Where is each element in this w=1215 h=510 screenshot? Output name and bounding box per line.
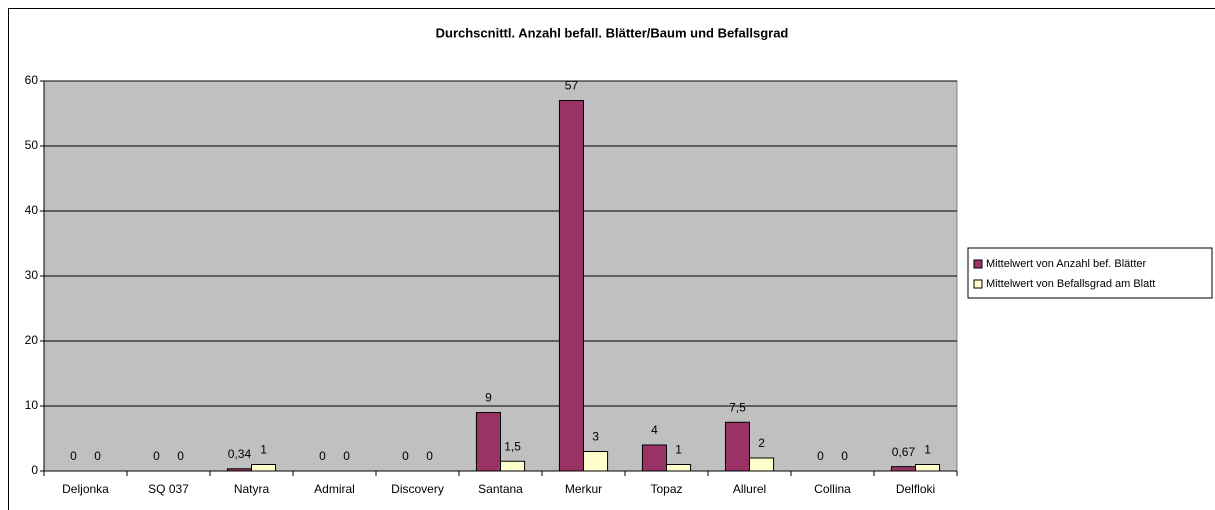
x-tick-label: Topaz [650, 482, 682, 496]
legend-label: Mittelwert von Befallsgrad am Blatt [986, 278, 1155, 290]
data-label: 0 [426, 449, 433, 463]
data-label: 7,5 [729, 400, 746, 414]
y-tick-label: 0 [31, 463, 38, 477]
bar [749, 457, 775, 472]
bar [500, 460, 526, 472]
data-label: 2 [758, 436, 765, 450]
x-tick-label: Discovery [391, 482, 444, 496]
data-label: 1,5 [504, 439, 521, 453]
data-label: 1 [260, 443, 267, 457]
bar [558, 100, 584, 472]
y-tick-label: 20 [25, 333, 39, 347]
data-label: 0 [177, 449, 184, 463]
y-tick-label: 40 [25, 203, 39, 217]
data-label: 4 [651, 423, 658, 437]
bar [251, 464, 277, 472]
bar [890, 466, 916, 472]
x-tick-label: Merkur [565, 482, 602, 496]
bar [915, 464, 941, 472]
data-label: 1 [675, 443, 682, 457]
y-tick-label: 50 [25, 138, 39, 152]
x-tick-label: Deljonka [62, 482, 109, 496]
data-label: 0,34 [228, 447, 252, 461]
legend-swatch [973, 259, 983, 269]
x-tick-label: SQ 037 [148, 482, 189, 496]
data-label: 9 [485, 391, 492, 405]
data-label: 57 [565, 79, 579, 93]
bar [641, 444, 667, 472]
bar [475, 412, 501, 472]
y-tick-label: 30 [25, 268, 39, 282]
x-tick-label: Admiral [314, 482, 355, 496]
x-tick-label: Delfloki [896, 482, 935, 496]
data-label: 0,67 [892, 445, 916, 459]
x-tick-label: Natyra [234, 482, 270, 496]
data-label: 0 [70, 449, 77, 463]
y-tick-label: 60 [25, 73, 39, 87]
legend-swatch [973, 279, 983, 289]
legend-label: Mittelwert von Anzahl bef. Blätter [986, 258, 1147, 270]
x-tick-label: Santana [478, 482, 523, 496]
bar [666, 464, 692, 472]
data-label: 0 [319, 449, 326, 463]
data-label: 3 [592, 430, 599, 444]
data-label: 0 [817, 449, 824, 463]
x-tick-label: Allurel [733, 482, 766, 496]
data-label: 1 [924, 443, 931, 457]
chart-title: Durchscnittl. Anzahl befall. Blätter/Bau… [436, 25, 789, 40]
bar [226, 468, 252, 472]
bar [724, 421, 750, 472]
x-tick-label: Collina [814, 482, 851, 496]
data-label: 0 [402, 449, 409, 463]
data-label: 0 [94, 449, 101, 463]
bar [583, 451, 609, 472]
data-label: 0 [343, 449, 350, 463]
data-label: 0 [841, 449, 848, 463]
data-label: 0 [153, 449, 160, 463]
legend [967, 247, 1213, 299]
y-tick-label: 10 [25, 398, 39, 412]
